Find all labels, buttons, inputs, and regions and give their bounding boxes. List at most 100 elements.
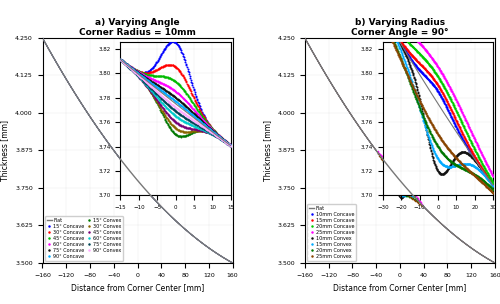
Title: b) Varying Radius
Corner Angle = 90°: b) Varying Radius Corner Angle = 90° [351, 18, 448, 37]
Point [132, 183, 140, 188]
Point [387, 174, 395, 178]
Point [402, 193, 410, 198]
Point [136, 173, 143, 178]
Point [134, 179, 142, 184]
Point [134, 174, 142, 178]
Point [136, 184, 144, 189]
Point [139, 185, 147, 190]
Point [382, 163, 390, 168]
Point [134, 186, 142, 191]
Point [133, 176, 141, 181]
Point [139, 184, 147, 189]
Point [128, 172, 136, 177]
Point [137, 185, 145, 189]
Point [391, 182, 399, 187]
Point [134, 186, 141, 191]
Point [404, 180, 412, 185]
Point [139, 184, 147, 189]
Point [138, 185, 145, 189]
Point [402, 184, 410, 189]
Point [128, 170, 136, 175]
Point [140, 186, 148, 191]
Point [140, 187, 148, 192]
Point [390, 170, 398, 175]
Point [410, 197, 418, 202]
Point [398, 190, 406, 195]
Point [132, 178, 140, 182]
Point [126, 170, 134, 174]
Point [391, 166, 399, 171]
Point [390, 175, 398, 180]
Point [402, 183, 409, 188]
Point [397, 173, 405, 178]
Point [130, 176, 138, 181]
Point [412, 194, 420, 199]
Point [127, 170, 135, 175]
Point [128, 170, 136, 175]
Point [413, 197, 421, 202]
Point [128, 171, 136, 176]
Point [133, 177, 141, 181]
Point [132, 166, 140, 171]
Point [139, 183, 147, 188]
Point [396, 194, 404, 199]
Point [137, 183, 145, 188]
Point [394, 173, 402, 178]
Point [392, 183, 400, 188]
Point [136, 181, 143, 186]
Point [135, 186, 143, 191]
Point [386, 160, 394, 165]
Point [378, 155, 386, 160]
Point [132, 184, 140, 189]
Point [398, 175, 406, 180]
Point [133, 179, 141, 184]
Point [413, 199, 421, 204]
Point [387, 164, 395, 168]
Point [130, 168, 138, 173]
Point [408, 188, 416, 192]
Point [386, 169, 394, 174]
Point [138, 182, 146, 187]
Point [127, 171, 135, 175]
Point [130, 172, 138, 177]
Point [395, 171, 403, 175]
Point [137, 182, 145, 187]
Point [130, 174, 138, 178]
Point [140, 185, 148, 190]
Point [137, 185, 145, 190]
Point [131, 178, 139, 182]
Point [400, 193, 408, 198]
Point [132, 180, 140, 185]
Point [136, 182, 143, 187]
Point [394, 182, 402, 187]
Point [140, 186, 148, 191]
Point [136, 182, 144, 187]
Point [401, 191, 409, 195]
Point [131, 178, 139, 183]
Point [132, 175, 140, 180]
Point [136, 185, 144, 190]
Point [140, 185, 147, 189]
Point [138, 182, 146, 187]
Point [409, 189, 417, 194]
Point [134, 177, 142, 182]
Point [139, 185, 147, 190]
Point [129, 174, 137, 178]
Point [136, 180, 143, 185]
Point [138, 184, 145, 189]
Point [136, 183, 143, 188]
Point [138, 183, 146, 188]
Point [134, 166, 142, 171]
Point [412, 199, 420, 204]
Point [138, 185, 146, 190]
Point [400, 193, 408, 198]
Point [133, 176, 141, 181]
Point [136, 181, 144, 186]
Point [404, 190, 411, 195]
Point [138, 185, 146, 189]
Point [138, 184, 146, 188]
Point [127, 171, 135, 176]
Point [394, 166, 402, 171]
Point [140, 186, 148, 191]
Point [132, 163, 140, 168]
